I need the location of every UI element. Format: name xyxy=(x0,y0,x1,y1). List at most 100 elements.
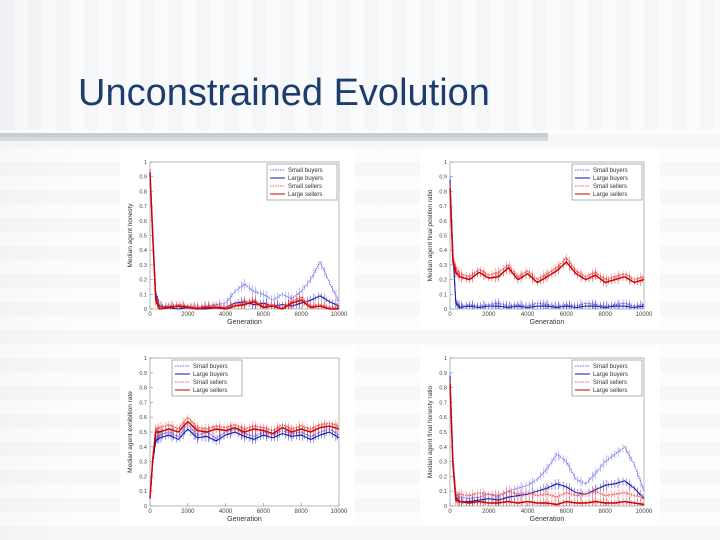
legend-entry: Large sellers xyxy=(593,388,627,394)
y-tick-label: 0.8 xyxy=(139,386,147,392)
y-tick-label: 0.8 xyxy=(439,189,447,195)
y-tick-label: 0.1 xyxy=(439,489,447,495)
legend-entry: Large sellers xyxy=(593,192,627,198)
x-tick-label: 6000 xyxy=(257,509,271,515)
x-axis-label: Generation xyxy=(227,319,262,326)
x-tick-label: 6000 xyxy=(560,509,574,515)
y-tick-label: 0.5 xyxy=(439,430,447,436)
legend-entry: Small sellers xyxy=(593,380,627,386)
legend-entry: Small buyers xyxy=(288,168,323,174)
legend-entry: Large buyers xyxy=(288,176,323,182)
x-tick-label: 4000 xyxy=(521,312,535,318)
chart-panel-exhibition: 0 0.1 0.2 0.3 0.4 0.5 0.6 0.7 0.8 0.9 1 0 2000 4000 60… xyxy=(120,346,355,524)
y-tick-label: 0.5 xyxy=(439,234,447,240)
y-tick-label: 0.3 xyxy=(139,460,147,466)
y-tick-label: 0.1 xyxy=(139,292,147,298)
x-tick-label: 2000 xyxy=(482,312,496,318)
series-noise xyxy=(150,426,338,497)
legend-entry: Large sellers xyxy=(288,192,322,198)
y-tick-label: 0.6 xyxy=(139,219,147,225)
title-rule xyxy=(0,133,548,137)
y-tick-label: 0.3 xyxy=(439,460,447,466)
y-tick-label: 1 xyxy=(444,356,447,362)
y-tick-label: 0.9 xyxy=(439,175,447,181)
x-tick-label: 2000 xyxy=(482,509,496,515)
y-tick-label: 0.8 xyxy=(139,189,147,195)
series-noise xyxy=(150,414,338,496)
y-tick-label: 0.6 xyxy=(139,415,147,421)
x-tick-label: 4000 xyxy=(521,509,535,515)
y-tick-label: 0.1 xyxy=(139,489,147,495)
x-tick-label: 4000 xyxy=(219,509,233,515)
legend-entry: Large sellers xyxy=(193,388,227,394)
y-axis-label: Median agent honesty xyxy=(127,203,134,268)
y-tick-label: 0 xyxy=(444,307,447,313)
x-tick-label: 2000 xyxy=(181,509,195,515)
x-tick-label: 0 xyxy=(148,509,152,515)
chart-panel-honesty: 0 0.1 0.2 0.3 0.4 0.5 0.6 0.7 0.8 0.9 1 0 2000 4000 60… xyxy=(120,150,355,327)
x-tick-label: 10000 xyxy=(331,312,348,318)
legend-entry: Large buyers xyxy=(593,372,628,378)
y-tick-label: 0.6 xyxy=(439,415,447,421)
legend-entry: Small sellers xyxy=(288,184,322,190)
x-tick-label: 10000 xyxy=(331,509,348,515)
x-axis-label: Generation xyxy=(530,516,565,523)
x-tick-label: 8000 xyxy=(295,312,309,318)
legend-entry: Small buyers xyxy=(193,364,228,370)
y-tick-label: 0.4 xyxy=(439,248,447,254)
x-tick-label: 10000 xyxy=(636,312,653,318)
y-tick-label: 0 xyxy=(144,504,147,510)
x-tick-label: 8000 xyxy=(295,509,309,515)
x-axis-label: Generation xyxy=(530,319,565,326)
legend-entry: Small sellers xyxy=(193,380,227,386)
series-noise xyxy=(450,394,643,506)
background-stripes xyxy=(0,0,720,130)
x-tick-label: 0 xyxy=(448,312,452,318)
y-tick-label: 0.7 xyxy=(439,400,447,406)
y-tick-label: 0 xyxy=(144,307,147,313)
y-tick-label: 0.7 xyxy=(139,204,147,210)
x-tick-label: 0 xyxy=(148,312,152,318)
slide-title: Unconstrained Evolution xyxy=(78,72,490,114)
y-tick-label: 1 xyxy=(144,356,147,362)
y-tick-label: 0.5 xyxy=(139,430,147,436)
y-tick-label: 0.3 xyxy=(139,263,147,269)
x-tick-label: 2000 xyxy=(181,312,195,318)
y-tick-label: 0.4 xyxy=(139,445,147,451)
x-tick-label: 0 xyxy=(448,509,452,515)
legend-entry: Small sellers xyxy=(593,184,627,190)
y-tick-label: 0.5 xyxy=(139,234,147,240)
chart-honesty: 0 0.1 0.2 0.3 0.4 0.5 0.6 0.7 0.8 0.9 1 0 2000 4000 60… xyxy=(127,160,348,326)
series-line-small-sellers xyxy=(449,380,645,498)
y-tick-label: 0.2 xyxy=(139,474,147,480)
legend-entry: Small buyers xyxy=(593,168,628,174)
x-tick-label: 8000 xyxy=(599,509,613,515)
y-tick-label: 0.6 xyxy=(439,219,447,225)
y-tick-label: 0 xyxy=(444,504,447,510)
y-tick-label: 0.7 xyxy=(439,204,447,210)
y-tick-label: 0.4 xyxy=(439,445,447,451)
y-tick-label: 1 xyxy=(144,160,147,166)
chart-final-position: 0 0.1 0.2 0.3 0.4 0.5 0.6 0.7 0.8 0.9 1 0 2000 4000 60… xyxy=(427,160,653,326)
chart-panel-final-honesty: 0 0.1 0.2 0.3 0.4 0.5 0.6 0.7 0.8 0.9 1 0 2000 4000 60… xyxy=(420,346,660,524)
y-tick-label: 0.1 xyxy=(439,292,447,298)
x-tick-label: 10000 xyxy=(636,509,653,515)
x-axis-label: Generation xyxy=(227,516,262,523)
series-noise xyxy=(150,422,338,497)
legend-entry: Small buyers xyxy=(593,364,628,370)
y-axis-label: Median agent final position ratio xyxy=(427,189,434,281)
y-tick-label: 0.9 xyxy=(439,371,447,377)
y-axis-label: Median agent exhibition rate xyxy=(127,391,134,473)
y-tick-label: 0.8 xyxy=(439,386,447,392)
y-tick-label: 0.2 xyxy=(139,278,147,284)
x-tick-label: 6000 xyxy=(257,312,271,318)
y-tick-label: 0.3 xyxy=(439,263,447,269)
title-rule-shadow xyxy=(0,135,548,141)
chart-panel-final-position: 0 0.1 0.2 0.3 0.4 0.5 0.6 0.7 0.8 0.9 1 0 2000 4000 60… xyxy=(420,150,660,327)
x-tick-label: 8000 xyxy=(599,312,613,318)
x-tick-label: 4000 xyxy=(219,312,233,318)
y-tick-label: 0.7 xyxy=(139,400,147,406)
y-tick-label: 0.2 xyxy=(439,278,447,284)
chart-exhibition: 0 0.1 0.2 0.3 0.4 0.5 0.6 0.7 0.8 0.9 1 0 2000 4000 60… xyxy=(127,356,348,523)
y-tick-label: 0.9 xyxy=(139,371,147,377)
